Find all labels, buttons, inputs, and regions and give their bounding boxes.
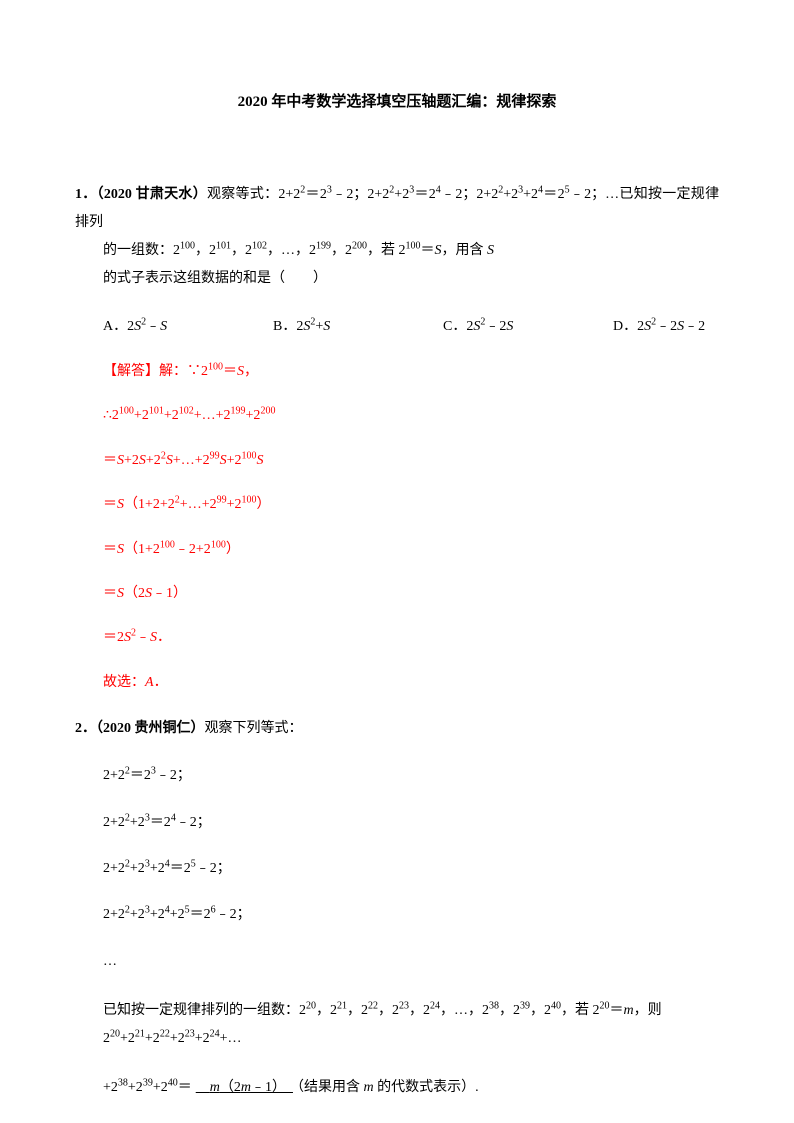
solution-line-3: ＝S+2S+22S+…+299S+2100S [103,450,719,472]
option-a: A．2S2﹣S [103,315,273,335]
q1-number: 1． [75,187,97,202]
solution-line-4: ＝S（1+2+22+…+299+2100） [103,494,719,516]
solution-line-5: ＝S（1+2100﹣2+2100） [103,539,719,561]
solution-line-6: ＝S（2S﹣1） [103,583,719,605]
question-1: 1．（2020 甘肃天水）观察等式：2+22＝23﹣2；2+22+23＝24﹣2… [75,181,719,694]
q2-eq-3: 2+22+23+24＝25﹣2； [103,858,719,880]
solution-line-2: ∴2100+2101+2102+…+2199+2200 [103,405,719,427]
solution-line-1: 【解答】解：∵2100＝S， [103,361,719,383]
q2-eq-4: 2+22+23+24+25＝26﹣2； [103,904,719,926]
option-d: D．2S2﹣2S﹣2 [613,315,705,335]
option-b: B．2S2+S [273,315,443,335]
q1-solution: 【解答】解：∵2100＝S， ∴2100+2101+2102+…+2199+22… [75,361,719,694]
q2-eq-1: 2+22＝23﹣2； [103,765,719,787]
q2-source: （2020 贵州铜仁） [96,721,205,736]
q2-ellipsis: … [103,951,719,973]
question-2: 2．（2020 贵州铜仁）观察下列等式： 2+22＝23﹣2； 2+22+23＝… [75,716,719,1100]
solution-answer: 故选：A． [103,672,719,694]
option-c: C．2S2﹣2S [443,315,613,335]
q1-source: （2020 甘肃天水） [97,187,207,202]
q2-body: 2+22＝23﹣2； 2+22+23＝24﹣2； 2+22+23+24＝25﹣2… [75,765,719,1099]
solution-line-7: ＝2S2﹣S． [103,627,719,649]
q2-final-1: 已知按一定规律排列的一组数：220，221，222，223，224，…，238，… [103,997,719,1053]
q1-options: A．2S2﹣S B．2S2+S C．2S2﹣2S D．2S2﹣2S﹣2 [75,315,719,335]
q1-stem-line1: 1．（2020 甘肃天水）观察等式：2+22＝23﹣2；2+22+23＝24﹣2… [75,181,719,237]
q2-final-2: +238+239+240＝ m（2m﹣1） （结果用含 m 的代数式表示）. [103,1077,719,1099]
q1-stem-line2: 的一组数：2100，2101，2102，…，2199，2200，若 2100＝S… [75,237,719,293]
answer-blank: m（2m﹣1） [192,1080,297,1095]
q2-eq-2: 2+22+23＝24﹣2； [103,812,719,834]
page-title: 2020 年中考数学选择填空压轴题汇编：规律探索 [75,90,719,111]
q2-header: 2．（2020 贵州铜仁）观察下列等式： [75,716,719,741]
q2-number: 2． [75,721,96,736]
q2-header-text: 观察下列等式： [205,721,303,736]
q1-line2-text: 的一组数：2100，2101，2102，…，2199，2200，若 2100＝S… [103,243,494,286]
